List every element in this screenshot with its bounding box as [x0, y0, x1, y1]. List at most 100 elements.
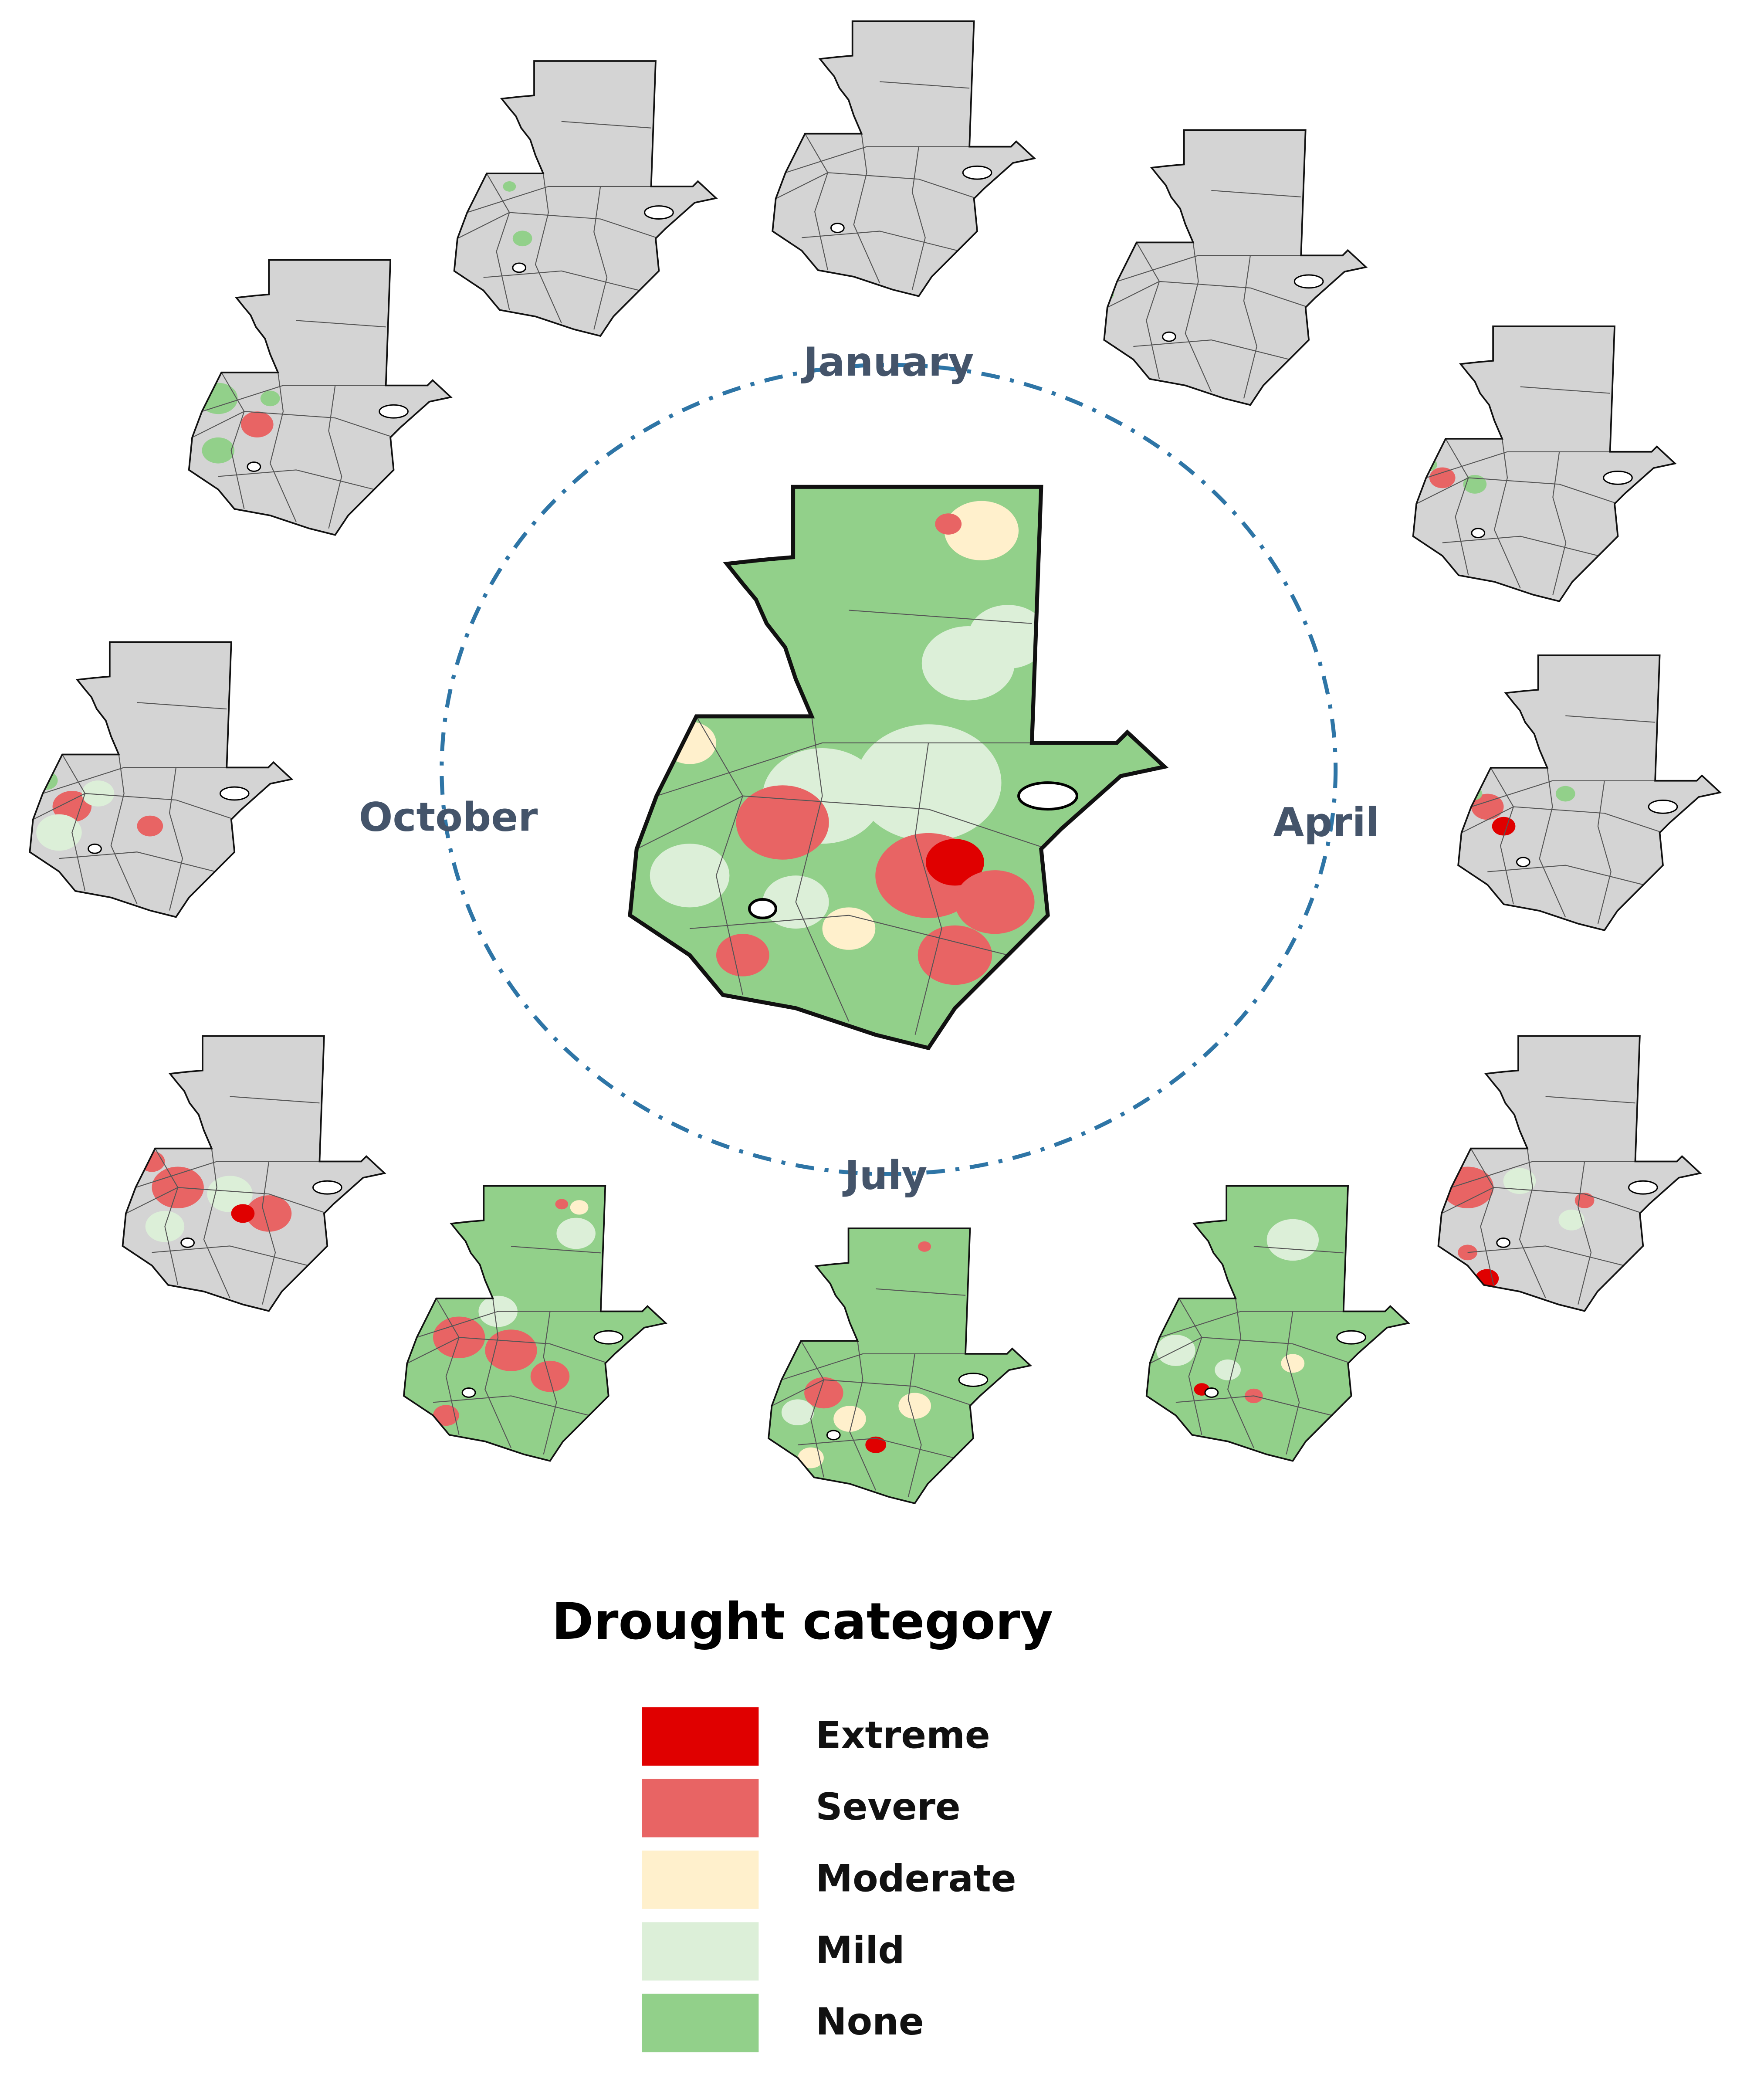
lake	[219, 786, 250, 801]
boundary	[1178, 1298, 1202, 1435]
drought-areas	[1416, 386, 1618, 595]
boundary	[1426, 451, 1610, 478]
legend-swatch	[642, 1922, 759, 1981]
lake	[180, 1238, 195, 1248]
drought-area	[1215, 1359, 1241, 1380]
country-map	[1103, 129, 1367, 406]
drought-area	[207, 1176, 253, 1212]
lake	[1336, 1330, 1366, 1345]
lake	[379, 404, 409, 419]
boundary	[416, 1311, 601, 1338]
drought-area	[855, 724, 1002, 841]
boundary	[849, 610, 1032, 624]
country-fill	[1104, 130, 1366, 405]
lake	[1496, 1238, 1511, 1248]
drought-area	[241, 411, 274, 437]
lake	[1204, 1387, 1219, 1398]
lake	[312, 1180, 342, 1195]
drought-area	[781, 1399, 814, 1426]
drought-area	[503, 181, 516, 192]
month-label: July	[842, 1152, 928, 1198]
lake	[1017, 781, 1079, 811]
boundary	[772, 1379, 974, 1407]
drought-area	[1503, 1168, 1536, 1194]
boundary	[795, 716, 850, 1022]
country-map	[188, 259, 452, 536]
country-map	[1457, 654, 1721, 931]
boundary	[110, 754, 138, 905]
boundary	[1552, 451, 1567, 595]
lake	[1471, 528, 1486, 539]
legend-label: Extreme	[816, 1714, 990, 1757]
drought-area	[555, 1199, 569, 1210]
legend-label: Severe	[816, 1786, 960, 1829]
country-map	[1145, 1185, 1409, 1462]
country-map	[772, 20, 1036, 297]
boundary	[33, 793, 235, 820]
lake	[461, 1387, 476, 1398]
boundary	[914, 743, 942, 1035]
lake	[88, 843, 102, 854]
drought-area	[137, 815, 163, 837]
drought-areas	[1149, 1219, 1351, 1455]
lake	[962, 165, 992, 180]
boundary	[689, 915, 1008, 956]
boundary	[155, 1148, 179, 1285]
boundary	[152, 1245, 308, 1266]
drought-area	[898, 1393, 931, 1419]
drought-area	[530, 1360, 570, 1392]
boundary	[42, 767, 227, 794]
drought-area	[1492, 817, 1516, 836]
drought-area	[1558, 1209, 1585, 1231]
boundary	[656, 742, 1032, 797]
boundary	[1445, 438, 1469, 576]
boundary	[1227, 1298, 1254, 1448]
boundary	[1539, 767, 1566, 918]
drought-area	[935, 513, 962, 535]
drought-area	[36, 814, 82, 851]
boundary	[543, 1311, 557, 1455]
country-map	[630, 487, 1165, 1048]
lake	[1293, 274, 1324, 289]
drought-area	[798, 1447, 824, 1468]
boundary	[1470, 1148, 1494, 1285]
boundary	[802, 231, 958, 251]
drought-area	[485, 1329, 537, 1371]
drought-area	[1463, 475, 1487, 494]
drought-area	[1266, 1219, 1319, 1261]
drought-areas	[1104, 190, 1309, 399]
drought-area	[512, 231, 532, 247]
country-fill	[1458, 655, 1720, 930]
boundary	[1451, 1161, 1635, 1188]
country-map	[1412, 325, 1676, 602]
country-map	[403, 1185, 667, 1462]
drought-area	[199, 383, 238, 414]
lake	[826, 1430, 841, 1441]
drought-area	[822, 907, 876, 950]
drought-areas	[406, 1199, 609, 1455]
lake	[644, 205, 674, 220]
country-fill	[454, 61, 716, 336]
country-map	[122, 1035, 386, 1312]
boundary	[1467, 1245, 1624, 1266]
boundary	[798, 1438, 954, 1458]
drought-area	[804, 1377, 843, 1409]
boundary	[202, 385, 386, 412]
boundary	[696, 716, 744, 995]
legend-label: None	[816, 2000, 924, 2044]
boundary	[1175, 1395, 1332, 1416]
drought-area	[921, 626, 1015, 701]
boundary	[853, 133, 880, 284]
boundary	[262, 1161, 276, 1305]
lake	[1603, 471, 1633, 485]
country-fill	[30, 642, 292, 917]
drought-area	[260, 390, 280, 407]
legend-swatch	[642, 1707, 759, 1766]
country-map	[29, 641, 293, 918]
boundary	[1487, 865, 1644, 885]
boundary	[406, 1337, 609, 1364]
drought-area	[246, 1195, 292, 1232]
boundary	[1286, 1311, 1300, 1455]
boundary	[593, 186, 608, 330]
